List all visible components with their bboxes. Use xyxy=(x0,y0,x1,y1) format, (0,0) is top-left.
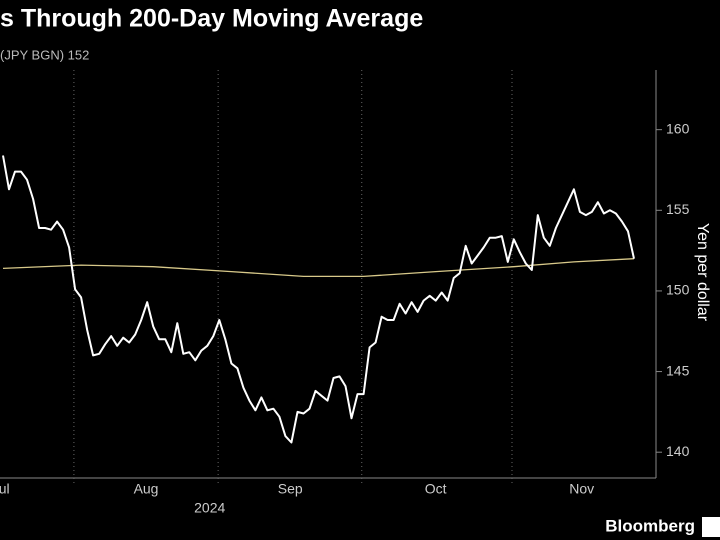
series-line xyxy=(2,258,635,278)
x-tick-label: Oct xyxy=(425,481,447,497)
year-label: 2024 xyxy=(194,500,225,516)
x-tick-label: ul xyxy=(0,481,10,497)
x-tick-label: Sep xyxy=(278,481,303,497)
source: Bloomberg xyxy=(605,516,695,535)
legend-text: (JPY BGN) 152 xyxy=(0,47,89,62)
y-tick-label: 155 xyxy=(666,201,690,217)
x-tick-label: Nov xyxy=(569,481,594,497)
y-tick-label: 140 xyxy=(666,443,690,459)
logo-icon xyxy=(702,517,720,537)
y-axis-label: Yen per dollar xyxy=(694,223,711,322)
y-tick-label: 150 xyxy=(666,282,690,298)
chart-title: s Through 200-Day Moving Average xyxy=(0,5,423,33)
y-tick-label: 160 xyxy=(666,120,690,136)
y-tick-label: 145 xyxy=(666,362,690,378)
series-line xyxy=(2,155,635,444)
x-tick-label: Aug xyxy=(134,481,159,497)
